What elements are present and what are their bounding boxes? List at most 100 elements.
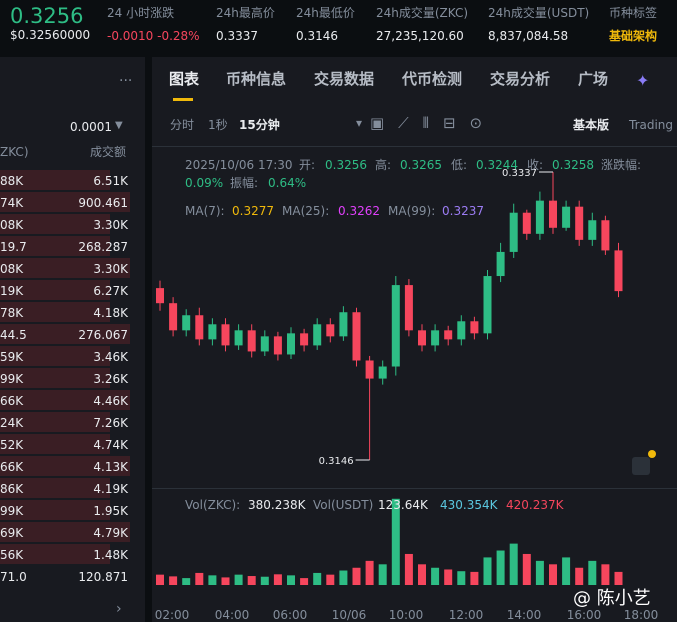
volume-bar: [470, 571, 479, 585]
interval[interactable]: 15分钟: [239, 118, 280, 132]
depth-bg: [0, 456, 130, 476]
candle-body: [404, 285, 413, 331]
candle-body: [470, 321, 479, 334]
field-value: 0.3244: [476, 158, 518, 172]
volume-bar: [522, 553, 531, 585]
view[interactable]: 基本版: [573, 118, 610, 132]
row-total: 276.067: [78, 328, 128, 342]
volume-bar: [300, 578, 309, 585]
volume-bar: [444, 569, 453, 585]
x-tick-label: 10:00: [389, 608, 424, 622]
field-label: 振幅:: [230, 176, 259, 190]
interval[interactable]: 分时: [170, 118, 195, 132]
volume-bar: [156, 574, 164, 585]
depth-bg: [0, 280, 110, 300]
stat-label: 24h成交量(ZKC): [376, 6, 469, 20]
volume-bar: [431, 567, 440, 585]
volume-bar: [195, 572, 204, 585]
row-total: 900.461: [78, 196, 128, 210]
vol-value: 430.354K: [440, 498, 498, 512]
row-amount: 71.0: [0, 570, 27, 584]
interval[interactable]: 1秒: [208, 118, 228, 132]
depth-bg: [0, 214, 110, 234]
stat-value: 8,837,084.58: [488, 29, 569, 43]
volume-bar: [575, 567, 584, 585]
volume-bar: [182, 578, 191, 585]
divider: [152, 146, 677, 147]
row-total: 120.871: [78, 570, 128, 584]
row-total: 268.287: [78, 240, 128, 254]
candle-body: [549, 200, 557, 228]
volume-bar: [221, 577, 230, 585]
volume-bar: [404, 553, 413, 585]
tab[interactable]: 图表: [169, 70, 200, 88]
arrow[interactable]: ›: [116, 601, 122, 617]
candle-body: [575, 206, 584, 240]
volume-bar: [418, 564, 426, 585]
tab[interactable]: 交易数据: [314, 70, 375, 88]
vol-value: 420.237K: [506, 498, 564, 512]
volume-bar: [326, 574, 335, 585]
row-amount: 24K: [0, 416, 24, 430]
candle-body: [601, 220, 610, 251]
row-amount: 88K: [0, 174, 24, 188]
row-amount: 78K: [0, 306, 24, 320]
stat-label: 24 小时涨跌: [107, 6, 175, 20]
row-amount: 44.5: [0, 328, 27, 342]
x-tick-label: 12:00: [449, 608, 484, 622]
dropdown[interactable]: ▾: [356, 116, 363, 130]
menu[interactable]: ···: [119, 73, 133, 89]
volume-bar: [483, 557, 492, 585]
row-amount: 86K: [0, 482, 24, 496]
volume-bar: [287, 575, 295, 585]
field-value: 0.64%: [268, 176, 307, 190]
depth-bg: [0, 544, 110, 564]
volume-bar: [549, 564, 557, 585]
view[interactable]: Trading: [629, 118, 674, 132]
candle-body: [313, 324, 322, 346]
tab[interactable]: 广场: [578, 70, 609, 88]
ai-icon[interactable]: ✦: [636, 71, 650, 90]
ma-label: MA(7):: [185, 204, 225, 218]
x-tick-label: 18:00: [624, 608, 659, 622]
candle-body: [352, 312, 361, 361]
x-tick-label: 06:00: [273, 608, 308, 622]
depth-bg: [0, 324, 130, 344]
tab[interactable]: 代币检测: [402, 70, 463, 88]
row-amount: 08K: [0, 262, 24, 276]
volume-bar: [496, 550, 505, 585]
candle-time: 2025/10/06 17:30: [185, 158, 293, 172]
candle-body: [260, 336, 269, 352]
tab[interactable]: 交易分析: [490, 70, 551, 88]
candle-body: [378, 366, 387, 379]
watermark: @ 陈小艺: [573, 588, 651, 609]
candle-body: [247, 330, 256, 352]
candle-body: [182, 315, 191, 331]
depth-bg: [0, 192, 130, 212]
row-total: 4.79K: [93, 526, 128, 540]
candle-body: [365, 360, 374, 379]
alert-icon: [632, 457, 650, 475]
candle-body: [522, 212, 531, 234]
depth-bg: [0, 258, 130, 278]
row-total: 6.27K: [93, 284, 128, 298]
row-amount: 74K: [0, 196, 24, 210]
candle-body: [208, 324, 217, 340]
tool-icons[interactable]: ▣⟋⫴⊟⊙: [370, 114, 497, 132]
candle-body: [562, 206, 571, 228]
row-amount: 19.7: [0, 240, 27, 254]
precision[interactable]: 0.0001: [70, 120, 112, 134]
row-amount: 99K: [0, 372, 24, 386]
candle-body: [326, 324, 335, 337]
caret: ▼: [115, 120, 123, 131]
stat-value: -0.0010 -0.28%: [107, 29, 200, 43]
field-label: 涨跌幅:: [601, 158, 642, 172]
candle-body: [287, 333, 295, 355]
depth-bg: [0, 500, 110, 520]
stat-value: 27,235,120.60: [376, 29, 464, 43]
stat-label: 24h成交量(USDT): [488, 6, 590, 20]
field-value: 0.3256: [325, 158, 367, 172]
tab[interactable]: 币种信息: [226, 70, 287, 88]
